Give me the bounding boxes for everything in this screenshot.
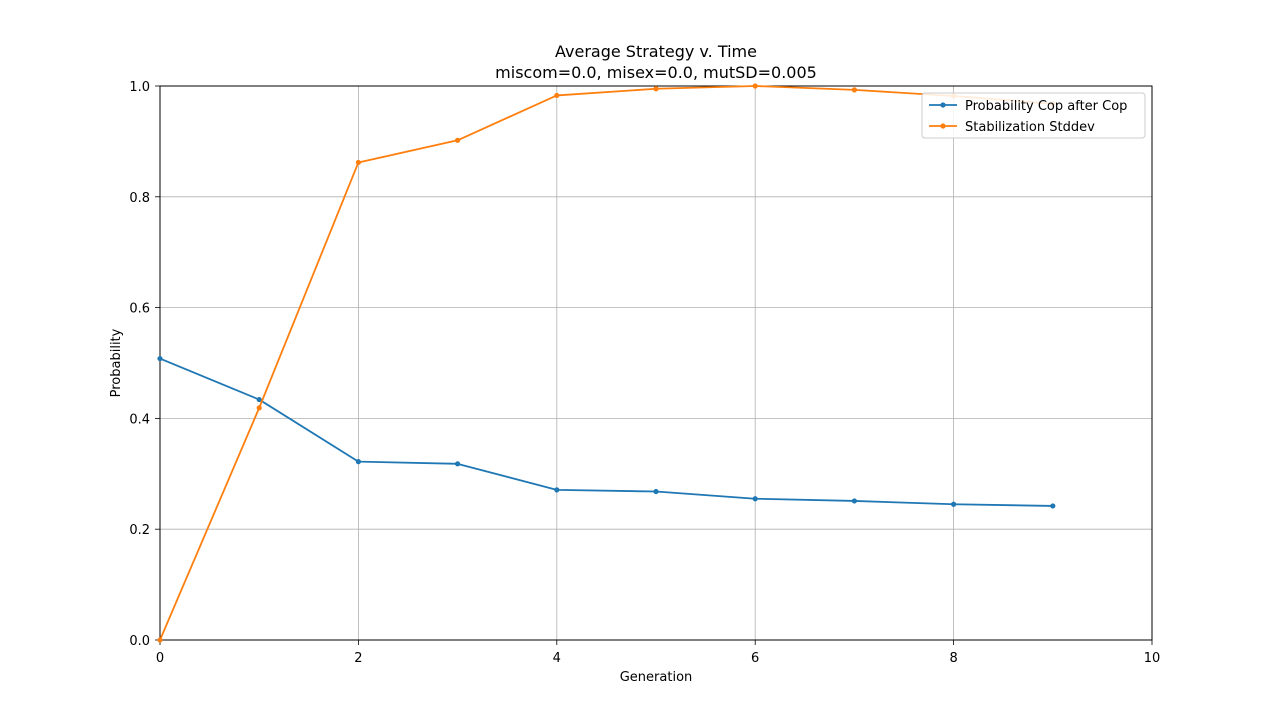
data-point bbox=[455, 137, 461, 143]
legend-entry-label: Probability Cop after Cop bbox=[965, 99, 1127, 114]
data-point bbox=[256, 396, 262, 403]
series-line bbox=[159, 357, 1053, 507]
x-tick-label: 4 bbox=[553, 651, 561, 666]
data-point bbox=[157, 355, 163, 362]
data-point bbox=[951, 501, 957, 507]
legend-swatch-marker bbox=[940, 123, 946, 129]
y-tick-label: 0.4 bbox=[129, 412, 150, 427]
plot-frame bbox=[159, 85, 1153, 641]
series-group bbox=[157, 355, 1056, 509]
data-point bbox=[851, 87, 858, 93]
tick-labels: 0 2 4 6 8 10 0.0 0.2 0.4 0.6 0.8 1.0 bbox=[129, 80, 1160, 666]
data-point bbox=[1050, 503, 1056, 509]
data-point bbox=[355, 459, 361, 465]
data-point bbox=[752, 83, 758, 89]
x-axis-label: Generation bbox=[620, 670, 693, 685]
legend-entry-label: Stabilization Stddev bbox=[965, 120, 1095, 135]
data-point bbox=[455, 461, 461, 467]
x-tick-label: 0 bbox=[156, 651, 164, 666]
y-tick-label: 1.0 bbox=[129, 80, 150, 95]
series-line bbox=[159, 85, 1053, 641]
y-tick-label: 0.6 bbox=[129, 302, 150, 317]
legend: Probability Cop after Cop Stabilization S… bbox=[921, 92, 1146, 139]
y-tick-label: 0.0 bbox=[129, 634, 150, 649]
x-tick-label: 6 bbox=[751, 651, 759, 666]
y-tick-label: 0.8 bbox=[129, 191, 150, 206]
data-point bbox=[256, 405, 262, 411]
data-point bbox=[752, 496, 758, 502]
chart-subtitle: miscom=0.0, misex=0.0, mutSD=0.005 bbox=[495, 63, 817, 82]
data-point bbox=[554, 92, 560, 99]
data-point bbox=[554, 487, 560, 493]
chart-title: Average Strategy v. Time bbox=[555, 42, 757, 61]
data-point bbox=[851, 498, 858, 504]
legend-swatch-marker bbox=[940, 102, 946, 108]
y-tick-label: 0.2 bbox=[129, 523, 150, 538]
data-point bbox=[653, 488, 659, 495]
legend-box bbox=[921, 92, 1146, 139]
x-tick-label: 10 bbox=[1144, 651, 1161, 666]
y-axis-label: Probability bbox=[109, 328, 124, 397]
data-point bbox=[653, 86, 659, 92]
x-tick-label: 8 bbox=[949, 651, 957, 666]
data-point bbox=[355, 159, 361, 166]
data-point bbox=[157, 637, 163, 643]
x-tick-label: 2 bbox=[354, 651, 362, 666]
